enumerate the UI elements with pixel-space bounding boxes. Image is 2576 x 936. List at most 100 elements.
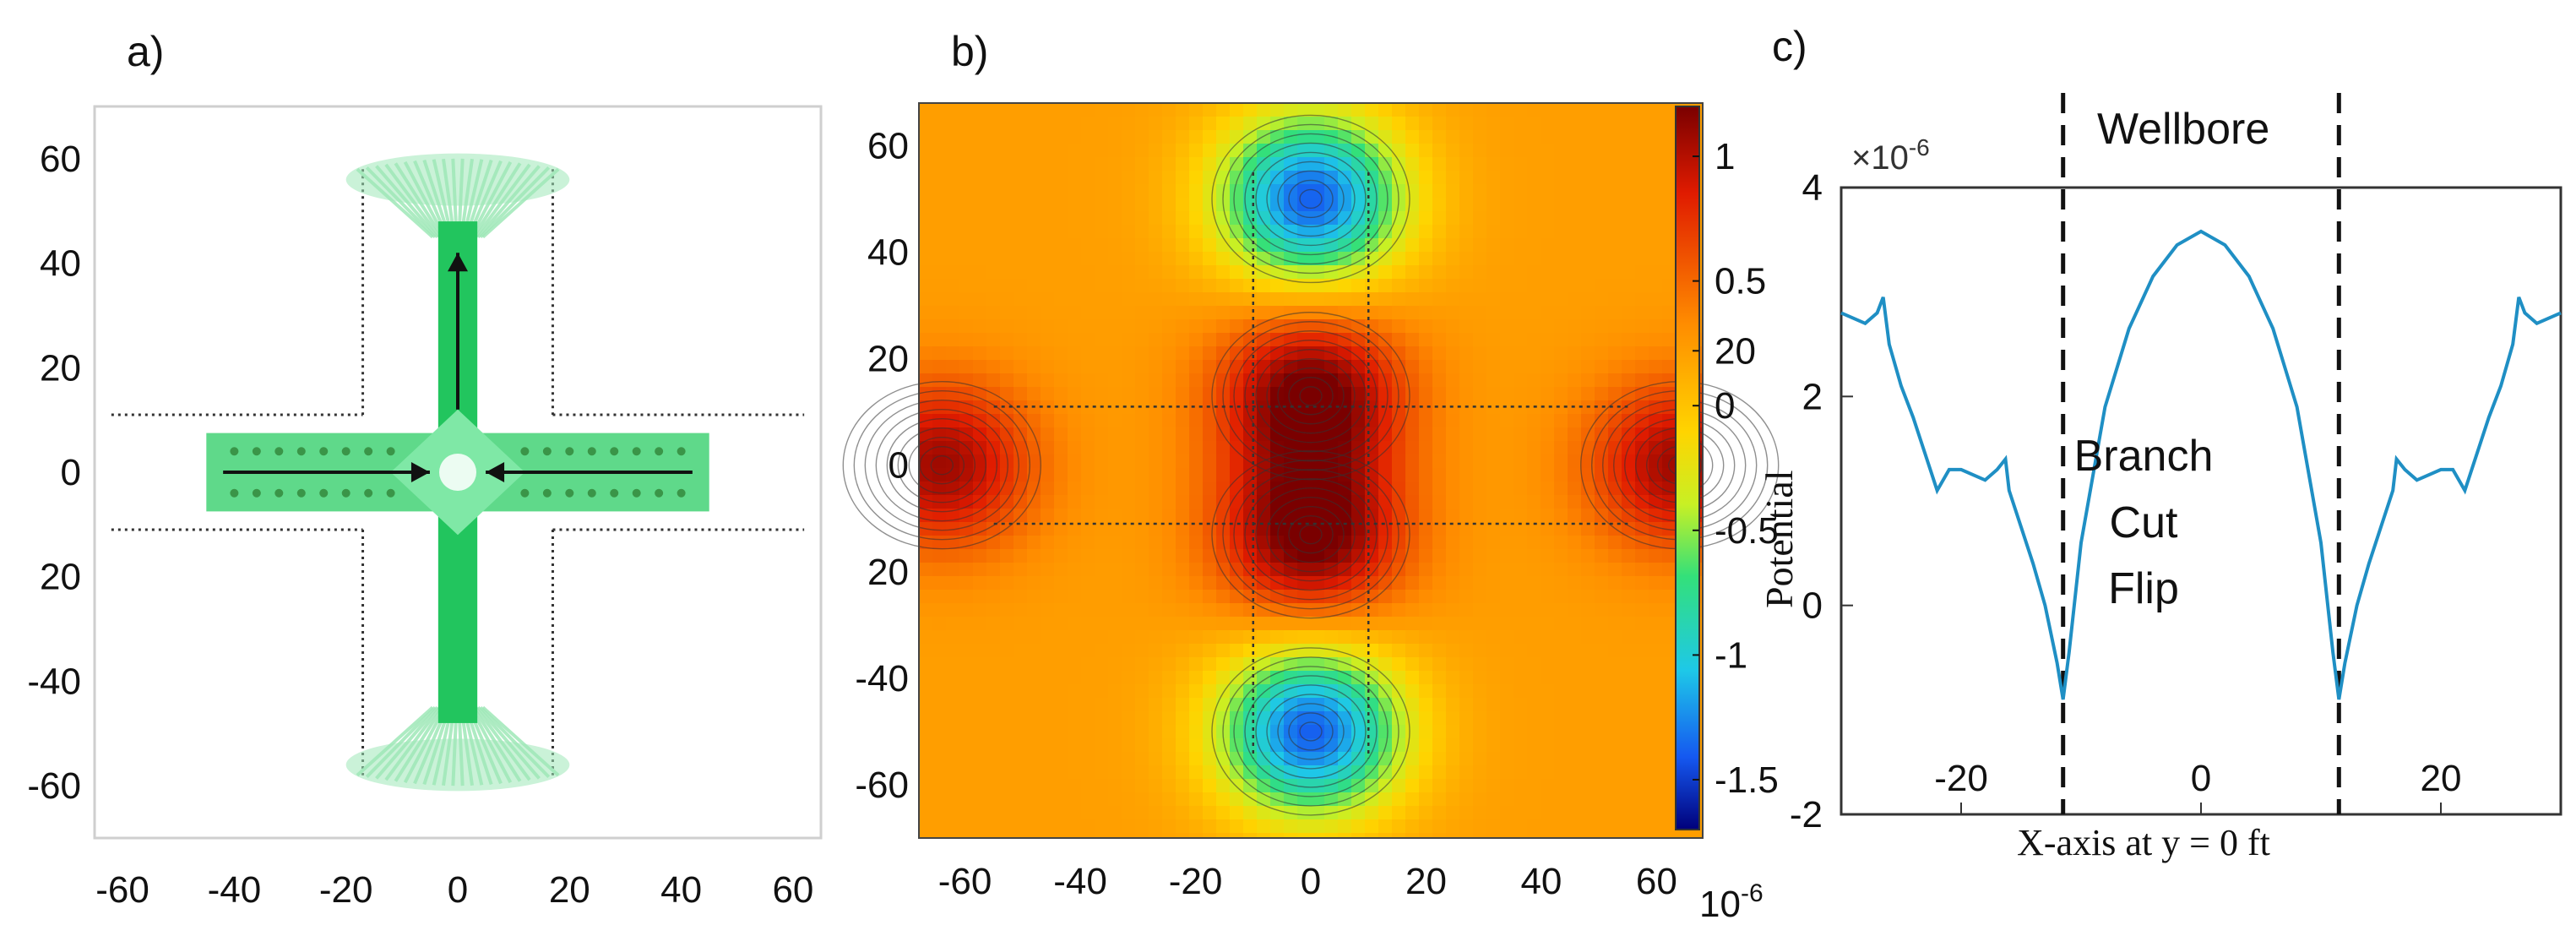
wellbore-label: Wellbore: [2097, 105, 2269, 154]
heatmap-cell: [1351, 319, 1366, 334]
heatmap-cell: [932, 522, 947, 536]
heatmap-cell: [1514, 292, 1528, 307]
heatmap-cell: [1446, 725, 1460, 739]
heatmap-cell: [1378, 495, 1393, 509]
heatmap-cell: [1500, 373, 1514, 388]
heatmap-cell: [1432, 157, 1447, 171]
heatmap-cell: [1230, 265, 1244, 280]
heatmap-cell: [1622, 373, 1636, 388]
heatmap-cell: [1446, 509, 1460, 523]
heatmap-cell: [986, 319, 1001, 334]
heatmap-cell: [1486, 414, 1501, 428]
heatmap-cell: [1446, 698, 1460, 712]
heatmap-cell: [973, 765, 987, 780]
heatmap-cell: [1284, 171, 1298, 185]
heatmap-cell: [986, 806, 1001, 820]
heatmap-cell: [1554, 536, 1568, 550]
heatmap-cell: [959, 617, 974, 631]
heatmap-cell: [1541, 657, 1555, 672]
heatmap-cell: [1514, 725, 1528, 739]
heatmap-cell: [1608, 711, 1622, 726]
heatmap-cell: [1270, 103, 1285, 117]
heatmap-cell: [1527, 657, 1541, 672]
heatmap-cell: [1203, 684, 1217, 699]
heatmap-cell: [1108, 211, 1122, 226]
heatmap-cell: [1432, 319, 1447, 334]
heatmap-cell: [1230, 752, 1244, 766]
heatmap-cell: [1189, 400, 1204, 415]
heatmap-cell: [1068, 792, 1082, 807]
heatmap-cell: [1230, 711, 1244, 726]
heatmap-cell: [1405, 265, 1420, 280]
heatmap-cell: [1297, 387, 1312, 401]
heatmap-cell: [1081, 346, 1095, 361]
heatmap-cell: [1365, 617, 1379, 631]
heatmap-cell: [1041, 738, 1055, 753]
heatmap-cell: [1068, 819, 1082, 834]
heatmap-cell: [1162, 806, 1177, 820]
heatmap-cell: [1392, 603, 1406, 618]
heatmap-cell: [1446, 279, 1460, 293]
heatmap-cell: [1419, 509, 1433, 523]
heatmap-cell: [1203, 644, 1217, 658]
heatmap-cell: [1541, 590, 1555, 604]
heatmap-cell: [1216, 644, 1231, 658]
heatmap-cell: [1324, 779, 1339, 793]
heatmap-cell: [1649, 590, 1663, 604]
heatmap-cell: [1162, 509, 1177, 523]
heatmap-cell: [1486, 684, 1501, 699]
heatmap-cell: [1014, 333, 1028, 347]
heatmap-cell: [1365, 644, 1379, 658]
heatmap-cell: [1054, 427, 1068, 442]
heatmap-cell: [1243, 482, 1258, 496]
heatmap-cell: [1284, 198, 1298, 212]
heatmap-cell: [1568, 238, 1582, 253]
heatmap-cell: [1608, 779, 1622, 793]
heatmap-cell: [1189, 198, 1204, 212]
contour-ring-2: [1222, 321, 1399, 471]
heatmap-cell: [959, 725, 974, 739]
heatmap-cell: [1419, 306, 1433, 320]
heatmap-cell: [1041, 671, 1055, 685]
heatmap-cell: [1014, 590, 1028, 604]
heatmap-cell: [1311, 590, 1325, 604]
panel-b-x-tick: 0: [1301, 861, 1321, 902]
heatmap-cell: [1297, 400, 1312, 415]
heatmap-cell: [1649, 198, 1663, 212]
heatmap-cell: [1527, 576, 1541, 590]
heatmap-cell: [1500, 779, 1514, 793]
heatmap-cell: [1500, 725, 1514, 739]
heatmap-cell: [1284, 103, 1298, 117]
heatmap-cell: [1405, 144, 1420, 158]
perforation-dot: [386, 488, 395, 498]
heatmap-cell: [1054, 468, 1068, 482]
heatmap-cell: [1541, 130, 1555, 144]
heatmap-cell: [1162, 184, 1177, 199]
heatmap-cell: [1338, 279, 1352, 293]
heatmap-cell: [1027, 103, 1041, 117]
heatmap-cell: [1554, 130, 1568, 144]
heatmap-cell: [986, 171, 1001, 185]
heatmap-cell: [1162, 414, 1177, 428]
heatmap-cell: [1297, 279, 1312, 293]
heatmap-cell: [1365, 738, 1379, 753]
heatmap-cell: [1054, 238, 1068, 253]
heatmap-cell: [1500, 427, 1514, 442]
heatmap-cell: [1014, 211, 1028, 226]
heatmap-cell: [1351, 819, 1366, 834]
heatmap-cell: [1149, 103, 1163, 117]
heatmap-cell: [1216, 738, 1231, 753]
heatmap-cell: [1568, 576, 1582, 590]
heatmap-cell: [919, 468, 933, 482]
heatmap-cell: [1405, 752, 1420, 766]
heatmap-cell: [1176, 252, 1190, 266]
heatmap-cell: [1162, 211, 1177, 226]
heatmap-cell: [1595, 590, 1609, 604]
heatmap-cell: [1162, 103, 1177, 117]
heatmap-cell: [1662, 373, 1677, 388]
heatmap-cell: [1176, 373, 1190, 388]
heatmap-cell: [1446, 684, 1460, 699]
heatmap-cell: [1541, 292, 1555, 307]
heatmap-cell: [1270, 387, 1285, 401]
